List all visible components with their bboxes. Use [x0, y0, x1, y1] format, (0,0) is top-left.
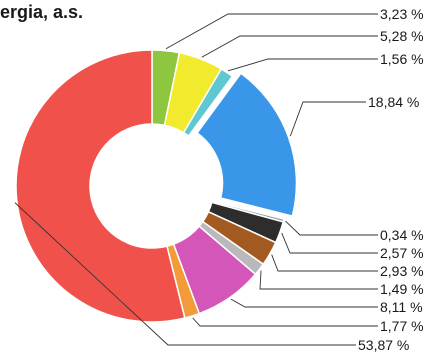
donut-slice — [15, 49, 186, 323]
leader-line — [165, 13, 378, 50]
data-label: 3,23 % — [380, 6, 424, 22]
leader-line — [289, 101, 366, 137]
leader-line — [271, 254, 378, 272]
data-labels: 3,23 % 5,28 % 1,56 % 18,84 % 0,34 % 2,57 % 2,9… — [358, 6, 424, 353]
data-label: 53,87 % — [358, 337, 409, 353]
leader-line — [192, 317, 378, 327]
donut-slice — [182, 67, 234, 138]
data-label: 0,34 % — [380, 227, 424, 243]
chart-title: ergia, a.s. — [0, 2, 84, 22]
data-label: 1,77 % — [380, 318, 424, 334]
leader-line — [201, 35, 378, 58]
data-label: 8,11 % — [380, 299, 423, 315]
leader-line — [14, 202, 356, 346]
data-label: 2,57 % — [380, 245, 424, 261]
leader-line — [259, 270, 378, 290]
data-label: 2,93 % — [380, 263, 424, 279]
data-label: 18,84 % — [368, 94, 419, 110]
data-label: 1,49 % — [380, 281, 424, 297]
leader-lines — [14, 13, 378, 346]
data-label: 1,56 % — [380, 51, 424, 67]
donut-slice — [196, 72, 298, 217]
donut-slices — [15, 49, 298, 323]
data-label: 5,28 % — [380, 28, 424, 44]
leader-line — [285, 220, 378, 236]
leader-line — [281, 232, 378, 254]
leader-line — [227, 58, 378, 72]
leader-line — [230, 298, 378, 308]
